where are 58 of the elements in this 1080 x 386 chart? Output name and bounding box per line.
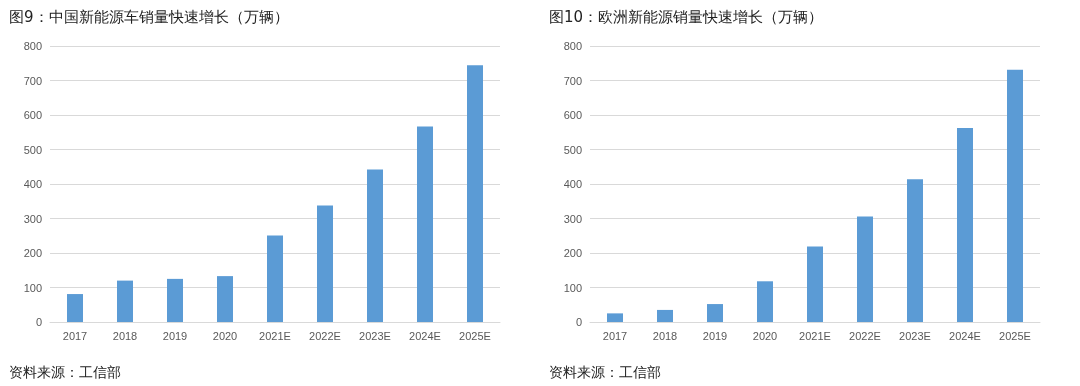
y-tick-label: 400 (23, 178, 42, 190)
y-tick-label: 500 (23, 143, 42, 156)
y-tick-label: 700 (23, 74, 42, 87)
x-tick-label: 2021E (799, 329, 831, 342)
x-tick-label: 2020 (752, 329, 778, 342)
y-tick-label: 300 (563, 212, 582, 225)
bar (957, 128, 973, 322)
text: 资料来源：工信部 (9, 364, 121, 380)
x-tick-label: 2021E (259, 329, 291, 342)
bar (807, 246, 823, 322)
y-tick-label: 800 (563, 40, 582, 52)
chart-title: 图9：中国新能源车销量快速增长（万辆） (9, 7, 289, 26)
y-tick-label: 100 (23, 281, 42, 294)
bar (1007, 69, 1023, 322)
bar (267, 235, 283, 322)
y-tick-label: 200 (563, 247, 582, 259)
bar (217, 276, 233, 322)
x-tick-label: 2022E (849, 329, 881, 342)
y-tick-label: 400 (563, 178, 582, 190)
x-tick-label: 2024E (409, 329, 441, 342)
y-tick-label: 800 (23, 40, 42, 52)
y-tick-label: 0 (35, 316, 42, 328)
bar (857, 216, 873, 322)
x-tick-label: 2019 (702, 329, 728, 342)
x-tick-label: 2019 (162, 329, 188, 342)
x-tick-label: 2022E (309, 329, 341, 342)
chart-title: 图10：欧洲新能源销量快速增长（万辆） (549, 7, 824, 26)
x-tick-label: 2018 (112, 329, 138, 342)
bar (317, 205, 333, 322)
y-tick-label: 0 (575, 316, 582, 328)
bar (367, 169, 383, 322)
y-tick-label: 700 (563, 74, 582, 87)
bar (417, 126, 433, 322)
x-tick-label: 2025E (459, 329, 491, 342)
bar (657, 309, 673, 322)
bar (907, 179, 923, 322)
y-tick-label: 200 (23, 247, 42, 259)
text: 资料来源：工信部 (549, 364, 661, 380)
x-tick-label: 2018 (652, 329, 678, 342)
x-tick-label: 2023E (359, 329, 391, 342)
y-tick-label: 600 (23, 109, 42, 121)
y-tick-label: 100 (563, 281, 582, 294)
bar (167, 278, 183, 322)
bar (467, 65, 483, 322)
bar (117, 280, 133, 322)
bar (607, 313, 623, 322)
x-tick-label: 2017 (62, 329, 88, 342)
y-tick-label: 600 (563, 109, 582, 121)
x-tick-label: 2017 (602, 329, 628, 342)
x-tick-label: 2023E (899, 329, 931, 342)
bar (67, 294, 83, 322)
y-tick-label: 500 (563, 143, 582, 156)
x-tick-label: 2024E (949, 329, 981, 342)
bar (707, 304, 723, 322)
x-tick-label: 2025E (999, 329, 1031, 342)
x-tick-label: 2020 (212, 329, 238, 342)
bar (757, 281, 773, 322)
y-tick-label: 300 (23, 212, 42, 225)
